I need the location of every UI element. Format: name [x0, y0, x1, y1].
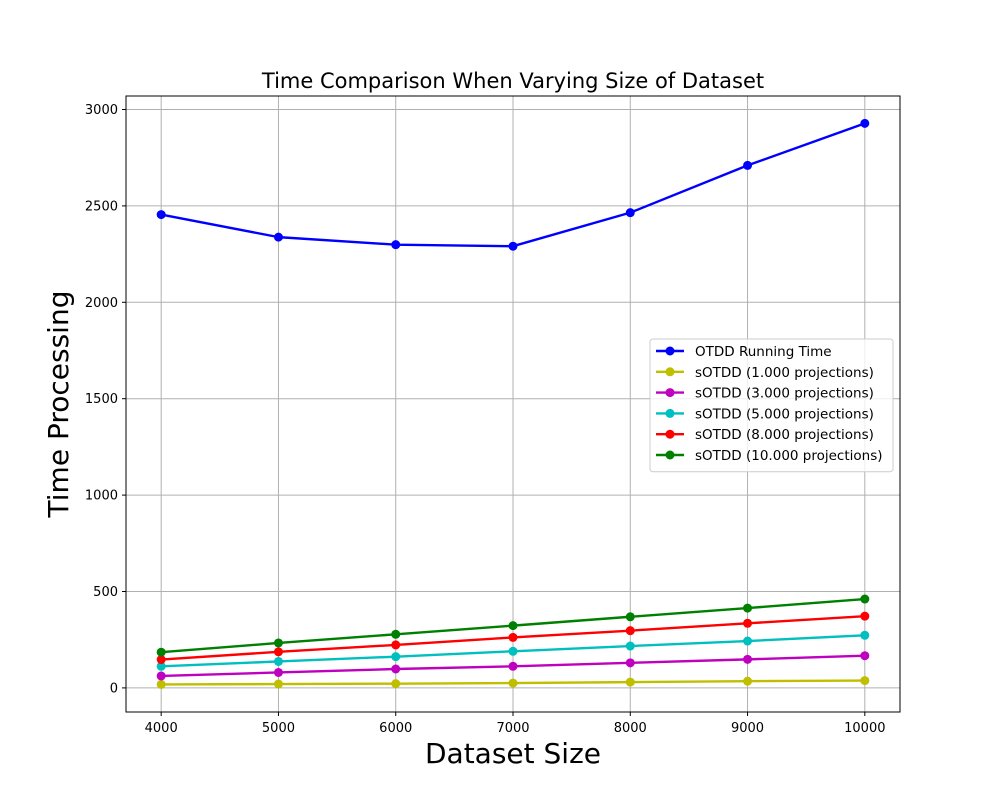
legend-item: OTDD Running Time	[656, 344, 832, 360]
legend-label: OTDD Running Time	[695, 344, 832, 360]
data-point	[743, 676, 753, 686]
data-point	[156, 679, 166, 689]
x-tick-label: 9000	[731, 721, 764, 736]
series-1	[156, 118, 870, 251]
data-point	[391, 679, 401, 689]
y-tick-label: 3000	[85, 103, 118, 118]
data-point	[508, 632, 518, 642]
legend-swatch-marker	[665, 429, 675, 439]
data-point	[391, 652, 401, 662]
data-point	[156, 655, 166, 665]
legend-item: sOTDD (10.000 projections)	[656, 448, 883, 464]
legend-box	[649, 338, 894, 473]
legend-swatch-marker	[665, 408, 675, 418]
x-tick-label: 4000	[145, 721, 178, 736]
legend-item: sOTDD (3.000 projections)	[656, 386, 874, 402]
x-tick-label: 10000	[844, 721, 885, 736]
data-point	[743, 636, 753, 646]
y-tick-label: 0	[110, 681, 118, 696]
y-axis-label: Time Processing	[42, 291, 75, 519]
legend-item: sOTDD (5.000 projections)	[656, 406, 874, 422]
data-point	[156, 210, 166, 220]
series-lines	[156, 118, 870, 689]
legend-label: sOTDD (5.000 projections)	[695, 406, 874, 422]
data-point	[391, 640, 401, 650]
data-point	[625, 658, 635, 668]
data-point	[273, 679, 283, 689]
y-tick-label: 500	[93, 585, 118, 600]
legend: OTDD Running Time sOTDD (1.000 projection…	[649, 338, 894, 473]
data-point	[743, 654, 753, 664]
legend-swatch-marker	[665, 450, 675, 460]
data-point	[156, 671, 166, 681]
legend-swatch-marker	[665, 367, 675, 377]
data-point	[273, 656, 283, 666]
data-point	[860, 594, 870, 604]
data-point	[860, 630, 870, 640]
y-tick-label: 1000	[85, 489, 118, 504]
data-point	[508, 646, 518, 656]
data-point	[273, 647, 283, 657]
x-tick-label: 7000	[496, 721, 529, 736]
legend-item: sOTDD (1.000 projections)	[656, 365, 874, 381]
data-point	[625, 677, 635, 687]
y-tick-label: 1500	[85, 392, 118, 407]
data-point	[625, 641, 635, 651]
data-point	[860, 676, 870, 686]
y-tick-label: 2500	[85, 199, 118, 214]
data-point	[273, 667, 283, 677]
chart-title: Time Comparison When Varying Size of Dat…	[261, 69, 764, 93]
data-point	[156, 661, 166, 671]
data-point	[860, 118, 870, 128]
legend-label: sOTDD (1.000 projections)	[695, 365, 874, 381]
x-tick-label: 6000	[379, 721, 412, 736]
data-point	[625, 626, 635, 636]
data-point	[391, 629, 401, 639]
data-point	[508, 678, 518, 688]
data-point	[743, 603, 753, 613]
data-point	[743, 618, 753, 628]
series-4	[156, 630, 870, 671]
y-tick-label: 2000	[85, 296, 118, 311]
legend-item: sOTDD (8.000 projections)	[656, 427, 874, 443]
series-2	[156, 676, 870, 689]
data-point	[391, 664, 401, 674]
data-point	[508, 661, 518, 671]
x-axis-label: Dataset Size	[425, 737, 601, 770]
legend-label: sOTDD (3.000 projections)	[695, 386, 874, 402]
legend-swatch-marker	[665, 346, 675, 356]
legend-label: sOTDD (10.000 projections)	[695, 448, 883, 464]
data-point	[743, 160, 753, 170]
x-tick-label: 8000	[614, 721, 647, 736]
data-point	[625, 612, 635, 622]
data-point	[391, 240, 401, 250]
data-point	[273, 638, 283, 648]
axis-ticks: 4000 5000 6000 7000 8000 9000 10000 0 500 1000 150…	[85, 103, 886, 736]
series-5	[156, 611, 870, 665]
data-point	[508, 621, 518, 631]
data-point	[273, 232, 283, 242]
series-6	[156, 594, 870, 657]
x-tick-label: 5000	[262, 721, 295, 736]
data-point	[508, 241, 518, 251]
data-point	[860, 611, 870, 621]
legend-label: sOTDD (8.000 projections)	[695, 427, 874, 443]
plot-frame	[125, 95, 901, 713]
series-3	[156, 651, 870, 681]
data-point	[625, 208, 635, 218]
data-point	[156, 647, 166, 657]
data-point	[860, 651, 870, 661]
legend-swatch-marker	[665, 388, 675, 398]
